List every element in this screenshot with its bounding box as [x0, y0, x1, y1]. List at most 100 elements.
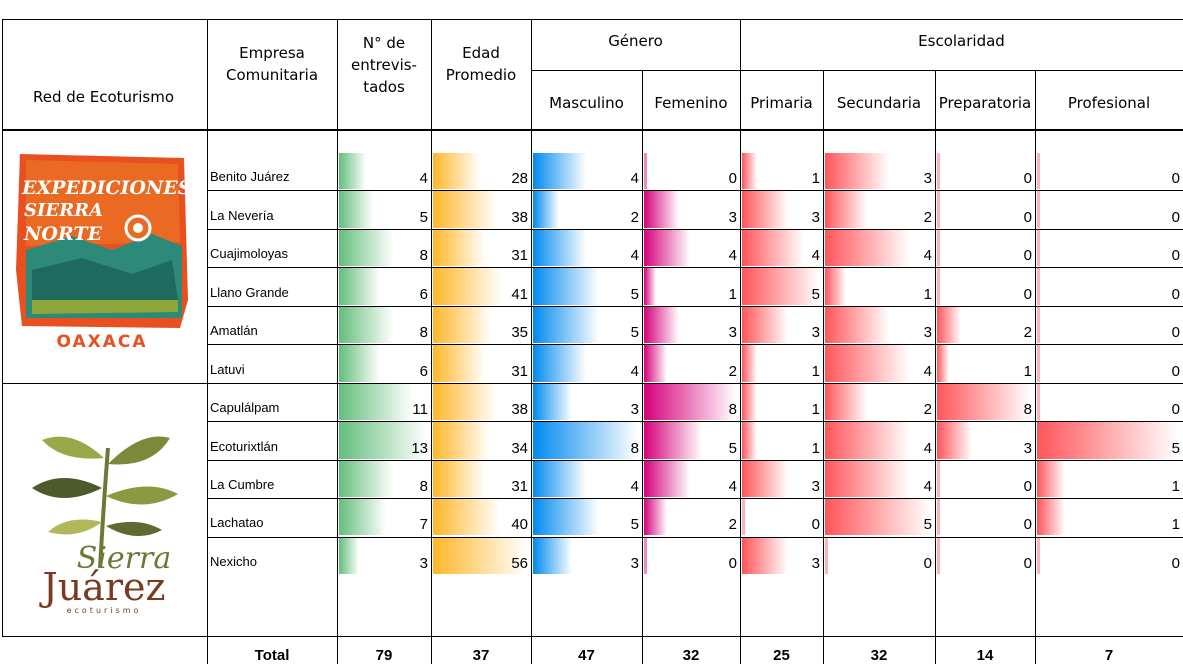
secundaria-data-bar [825, 229, 910, 267]
masculino-cell: 3 [531, 383, 642, 421]
profesional-value: 1 [1171, 516, 1180, 534]
primaria-value: 3 [811, 554, 820, 572]
femenino-value: 3 [728, 324, 737, 342]
secundaria-cell: 4 [823, 460, 935, 498]
total-femenino: 32 [682, 647, 700, 664]
preparatoria-cell: 0 [935, 460, 1035, 498]
entrevistados-data-bar [339, 537, 360, 574]
secundaria-value: 3 [923, 324, 932, 342]
preparatoria-value: 0 [1023, 478, 1032, 496]
profesional-value: 0 [1171, 208, 1180, 226]
edad-value: 56 [511, 554, 528, 572]
header-secundaria: Secundaria [836, 94, 922, 112]
masculino-cell: 4 [531, 460, 642, 498]
edad-data-bar [433, 153, 480, 190]
edad-cell: 31 [431, 460, 531, 498]
profesional-value: 5 [1171, 439, 1180, 457]
empresa-cell: Cuajimoloyas [207, 229, 337, 267]
femenino-value: 1 [728, 285, 737, 303]
masculino-data-bar [533, 537, 573, 574]
secundaria-data-bar [825, 268, 847, 305]
empresa-name: La Nevería [210, 207, 274, 223]
primaria-cell: 0 [740, 498, 823, 536]
total-label: Total [254, 647, 290, 664]
femenino-cell: 4 [642, 229, 740, 267]
secundaria-cell: 0 [823, 537, 935, 575]
preparatoria-cell: 3 [935, 421, 1035, 459]
primaria-data-bar [742, 229, 804, 267]
preparatoria-data-bar [937, 345, 949, 382]
preparatoria-value: 0 [1023, 285, 1032, 303]
secundaria-cell: 4 [823, 229, 935, 267]
table-top-border [2, 19, 1183, 20]
secundaria-cell: 2 [823, 190, 935, 228]
entrevistados-value: 8 [419, 324, 428, 342]
edad-value: 31 [511, 362, 528, 380]
femenino-cell: 5 [642, 421, 740, 459]
secundaria-value: 4 [923, 247, 932, 265]
column-divider [1035, 70, 1036, 664]
preparatoria-value: 1 [1023, 362, 1032, 380]
preparatoria-value: 0 [1023, 208, 1032, 226]
masculino-cell: 5 [531, 498, 642, 536]
profesional-cell: 0 [1035, 190, 1183, 228]
primaria-cell: 3 [740, 306, 823, 344]
primaria-data-bar [742, 191, 789, 228]
row-divider [207, 190, 1183, 191]
secundaria-data-bar [825, 345, 910, 382]
profesional-cell: 0 [1035, 344, 1183, 382]
svg-text:NORTE: NORTE [23, 223, 103, 245]
secundaria-value: 2 [923, 401, 932, 419]
profesional-cell: 1 [1035, 498, 1183, 536]
header-femenino: Femenino [654, 94, 728, 112]
primaria-value: 3 [811, 208, 820, 226]
empresa-name: Amatlán [210, 323, 258, 339]
column-divider [823, 70, 824, 664]
header-entrevistados: N° de entrevis-tados [351, 34, 417, 96]
edad-cell: 38 [431, 383, 531, 421]
primaria-cell: 4 [740, 229, 823, 267]
empresa-name: Ecoturixtlán [210, 438, 278, 454]
masculino-data-bar [533, 229, 586, 267]
entrevistados-data-bar [339, 153, 367, 190]
edad-cell: 28 [431, 152, 531, 190]
edad-data-bar [433, 537, 527, 574]
primaria-value: 1 [811, 362, 820, 380]
preparatoria-data-bar [937, 268, 940, 305]
empresa-name: Nexicho [210, 553, 257, 569]
column-divider [337, 19, 338, 664]
entrevistados-value: 6 [419, 362, 428, 380]
preparatoria-data-bar [937, 191, 940, 228]
preparatoria-cell: 0 [935, 267, 1035, 305]
femenino-value: 3 [728, 208, 737, 226]
secundaria-data-bar [825, 537, 828, 574]
row-divider [207, 460, 1183, 461]
masculino-value: 3 [630, 401, 639, 419]
masculino-value: 5 [630, 324, 639, 342]
entrevistados-cell: 5 [337, 190, 431, 228]
preparatoria-data-bar [937, 460, 940, 498]
femenino-cell: 3 [642, 306, 740, 344]
entrevistados-cell: 11 [337, 383, 431, 421]
empresa-name: Latuvi [210, 361, 245, 377]
entrevistados-cell: 3 [337, 537, 431, 575]
header-preparatoria: Preparatoria [938, 94, 1032, 112]
secundaria-value: 4 [923, 478, 932, 496]
profesional-data-bar [1037, 460, 1066, 498]
femenino-cell: 4 [642, 460, 740, 498]
expediciones-sierra-norte-logo: EXPEDICIONES SIERRA NORTE OAXACA [12, 150, 192, 360]
profesional-data-bar [1037, 383, 1040, 421]
profesional-data-bar [1037, 153, 1040, 190]
femenino-cell: 3 [642, 190, 740, 228]
preparatoria-cell: 0 [935, 537, 1035, 575]
edad-value: 35 [511, 324, 528, 342]
empresa-cell: Benito Juárez [207, 152, 337, 190]
row-divider [207, 229, 1183, 230]
entrevistados-value: 3 [419, 554, 428, 572]
preparatoria-value: 3 [1023, 439, 1032, 457]
svg-text:Sierra: Sierra [77, 541, 171, 576]
masculino-data-bar [533, 306, 599, 344]
entrevistados-cell: 13 [337, 421, 431, 459]
header-empresa: Empresa Comunitaria [225, 44, 319, 84]
edad-cell: 40 [431, 498, 531, 536]
